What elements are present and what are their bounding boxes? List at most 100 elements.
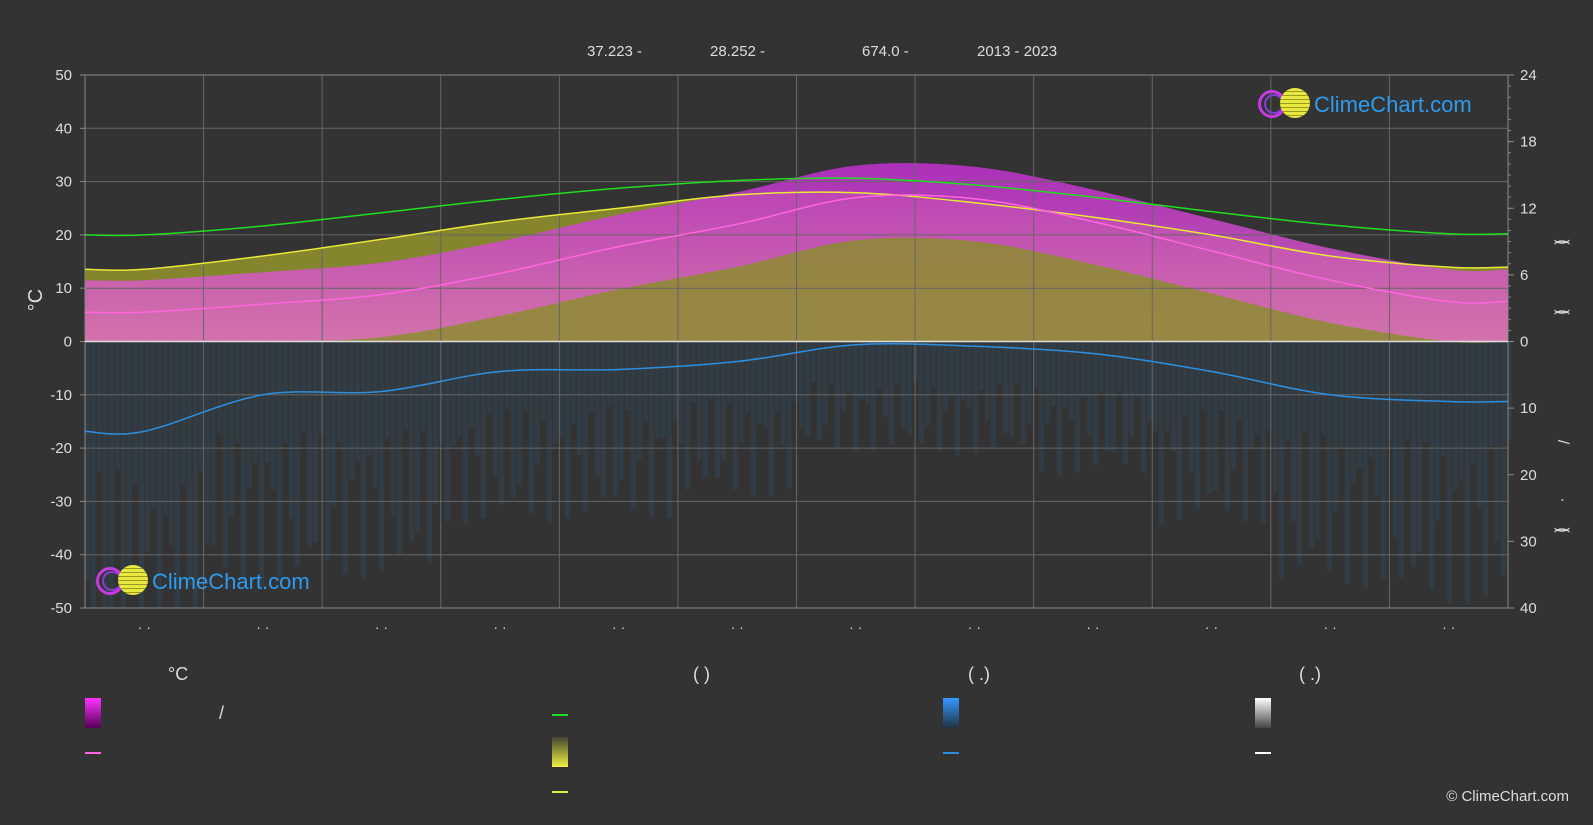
precip-bar	[733, 341, 738, 491]
y-right-tick-label: 24	[1520, 67, 1537, 84]
precip-bar	[1261, 341, 1266, 525]
precip-bar	[445, 341, 450, 522]
logo-text: ClimeChart.com	[152, 569, 310, 594]
precip-bar	[343, 341, 348, 575]
header-min-value: 28.252 -	[710, 43, 766, 60]
precip-bar	[289, 341, 294, 519]
precip-bar	[553, 341, 558, 444]
precip-bar	[1459, 341, 1464, 481]
precip-bar	[385, 341, 390, 438]
precip-bar	[667, 341, 672, 518]
precip-bar	[151, 341, 156, 510]
precip-bar	[877, 341, 882, 390]
precip-bar	[979, 341, 984, 391]
precip-bar	[925, 341, 930, 427]
precip-bar	[865, 341, 870, 404]
precip-bar	[1171, 341, 1176, 452]
precip-bar	[883, 341, 888, 417]
legend-temp-header: °C	[168, 664, 189, 684]
precip-bar	[499, 341, 504, 505]
precip-bar	[1291, 341, 1296, 522]
y-right-axis-label-glyph: /	[1554, 440, 1571, 445]
precip-bar	[1093, 341, 1098, 465]
precip-bar	[661, 341, 666, 438]
legend-temp-range-swatch	[85, 698, 101, 728]
precip-bar	[817, 341, 822, 440]
precip-bar	[1057, 341, 1062, 476]
precip-bar	[1399, 341, 1404, 578]
precip-bar	[973, 341, 978, 454]
y-right-tick-label: 0	[1520, 334, 1528, 351]
precip-bar	[1309, 341, 1314, 549]
y-left-axis-label: °C	[25, 289, 47, 311]
precip-bar	[1381, 341, 1386, 580]
precip-bar	[487, 341, 492, 415]
precip-bar	[955, 341, 960, 456]
precip-bar	[1303, 341, 1308, 433]
precip-bar	[985, 341, 990, 421]
precip-bar	[1321, 341, 1326, 435]
precip-bar	[1297, 341, 1302, 565]
precip-bar	[481, 341, 486, 518]
precip-bar	[841, 341, 846, 412]
x-tick-label: · ·	[849, 619, 862, 635]
precip-bar	[1237, 341, 1242, 419]
precip-bar	[127, 341, 132, 593]
header-elevation: 674.0 -	[862, 43, 909, 60]
precip-bar	[961, 341, 966, 401]
precip-bar	[1087, 341, 1092, 436]
logo-icon	[1258, 88, 1312, 122]
precip-bar	[1165, 341, 1170, 432]
precip-bar	[139, 341, 144, 608]
precip-bar	[379, 341, 384, 572]
precip-bar	[787, 341, 792, 489]
precip-bar	[1081, 341, 1086, 398]
precip-bar	[649, 341, 654, 518]
precip-bar	[1243, 341, 1248, 521]
precip-bar	[949, 341, 954, 396]
precip-bar	[1315, 341, 1320, 540]
precip-bar	[1453, 341, 1458, 490]
precip-bar	[367, 341, 372, 456]
legend-temp-range-label: /	[219, 703, 225, 723]
x-tick-labels: · · · · · · · · · · · · · · · · · · · · · · · ·	[138, 619, 1456, 635]
y-left-tick-label: 30	[55, 174, 72, 191]
precip-bar	[1117, 341, 1122, 392]
precip-bar	[523, 341, 528, 412]
precip-bar	[223, 341, 228, 568]
precip-bar	[1063, 341, 1068, 409]
copyright: © ClimeChart.com	[1446, 788, 1569, 805]
precip-bar	[427, 341, 432, 563]
precip-bar	[433, 341, 438, 505]
precip-bar	[181, 341, 186, 487]
precip-bar	[457, 341, 462, 437]
precip-bar	[709, 341, 714, 399]
precip-bar	[229, 341, 234, 517]
precip-bar	[739, 341, 744, 443]
y-left-tick-label: -30	[50, 493, 72, 510]
precip-bar	[1273, 341, 1278, 493]
precip-bar	[937, 341, 942, 452]
precip-bar	[1405, 341, 1410, 440]
precip-bar	[697, 341, 702, 462]
y-left-tick-label: -20	[50, 440, 72, 457]
precip-bar	[589, 341, 594, 412]
precip-bar	[1255, 341, 1260, 434]
precip-bar	[409, 341, 414, 542]
precip-bar	[1231, 341, 1236, 470]
y-left-tick-label: -50	[50, 600, 72, 617]
precip-bar	[103, 341, 108, 608]
precip-bar	[121, 341, 126, 608]
x-tick-label: · ·	[1324, 619, 1337, 635]
precip-bar	[571, 341, 576, 424]
x-tick-label: · ·	[731, 619, 744, 635]
legend-sunshine-swatch	[552, 737, 568, 767]
precip-bar	[823, 341, 828, 425]
y-right-axis-label-glyph: ·	[1554, 497, 1571, 502]
precip-bar	[643, 341, 648, 421]
precip-bar	[415, 341, 420, 532]
precip-bar	[1351, 341, 1356, 483]
precip-bar	[721, 341, 726, 461]
precip-bar	[1429, 341, 1434, 590]
y-right-axis-label-glyph: )	[1554, 309, 1571, 314]
